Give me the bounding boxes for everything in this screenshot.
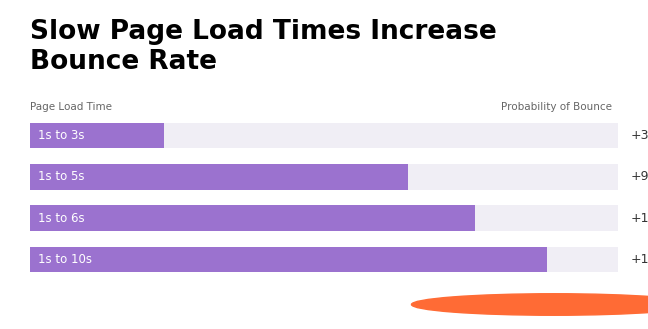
Bar <box>30 123 618 148</box>
Text: 1s to 10s: 1s to 10s <box>38 253 93 266</box>
Bar <box>30 205 475 231</box>
Circle shape <box>411 294 648 315</box>
Text: 1s to 5s: 1s to 5s <box>38 170 85 183</box>
Text: Page Load Time: Page Load Time <box>30 102 112 112</box>
Text: semrush.com: semrush.com <box>32 299 108 310</box>
Text: +90%: +90% <box>631 170 648 183</box>
Text: Slow Page Load Times Increase
Bounce Rate: Slow Page Load Times Increase Bounce Rat… <box>30 19 497 75</box>
Bar <box>30 205 618 231</box>
Bar <box>30 164 408 190</box>
Bar <box>30 247 618 272</box>
Text: 1s to 3s: 1s to 3s <box>38 129 85 142</box>
Bar <box>30 164 618 190</box>
Text: +32%: +32% <box>631 129 648 142</box>
Bar <box>30 247 547 272</box>
Text: +123%: +123% <box>631 253 648 266</box>
Text: SEMRUSH: SEMRUSH <box>570 298 639 311</box>
Text: 1s to 6s: 1s to 6s <box>38 212 85 225</box>
Text: +106%: +106% <box>631 212 648 225</box>
Text: Probability of Bounce: Probability of Bounce <box>500 102 612 112</box>
Bar <box>30 123 165 148</box>
